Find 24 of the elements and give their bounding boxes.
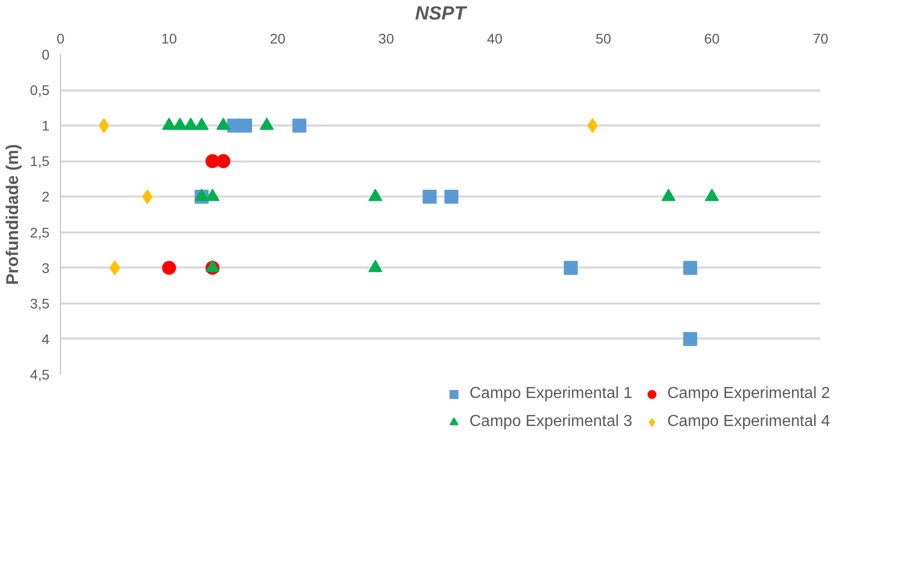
legend-label: Campo Experimental 3 xyxy=(470,413,632,431)
x-tick-label: 40 xyxy=(487,30,503,46)
y-axis-title: Profundidade (m) xyxy=(3,144,22,285)
legend-label: Campo Experimental 2 xyxy=(667,385,830,403)
x-tick-label: 0 xyxy=(56,30,65,46)
y-tick-label: 3,5 xyxy=(30,295,50,312)
x-tick-label: 60 xyxy=(704,30,720,46)
x-tick-label: 50 xyxy=(596,30,612,46)
x-tick-label: 70 xyxy=(812,30,828,46)
x-tick-label: 30 xyxy=(378,30,394,46)
y-tick-label: 1 xyxy=(42,118,50,134)
y-tick-label: 0,5 xyxy=(30,82,50,98)
y-tick-label: 4 xyxy=(42,330,50,347)
legend-label: Campo Experimental 1 xyxy=(470,385,632,403)
x-tick-label: 10 xyxy=(161,30,178,46)
x-tick-label: 20 xyxy=(270,30,286,46)
y-tick-label: 2,5 xyxy=(30,224,50,240)
x-axis-title: NSPT xyxy=(415,4,468,24)
y-tick-label: 3 xyxy=(42,260,50,276)
y-tick-label: 0 xyxy=(42,46,50,62)
y-tick-label: 1,5 xyxy=(30,153,50,170)
y-tick-label: 2 xyxy=(42,188,50,205)
legend-label: Campo Experimental 4 xyxy=(667,413,830,431)
y-tick-label: 4,5 xyxy=(30,366,50,382)
